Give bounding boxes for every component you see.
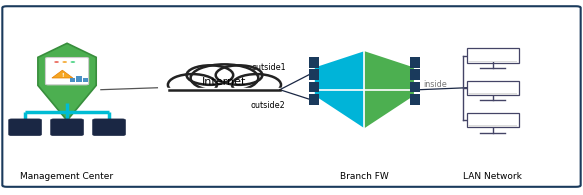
Bar [410, 94, 420, 105]
Text: !: ! [61, 73, 64, 78]
FancyBboxPatch shape [466, 113, 519, 127]
FancyBboxPatch shape [9, 119, 41, 136]
Bar [76, 76, 82, 82]
Ellipse shape [191, 64, 258, 92]
Polygon shape [315, 51, 364, 128]
Bar [468, 93, 518, 95]
Ellipse shape [187, 65, 233, 85]
Text: LAN Network: LAN Network [463, 172, 522, 181]
Bar [410, 82, 420, 92]
FancyBboxPatch shape [45, 58, 89, 85]
Bar [70, 78, 75, 82]
Bar [309, 94, 318, 105]
Circle shape [54, 61, 59, 63]
Bar [309, 57, 318, 68]
Text: Management Center: Management Center [20, 172, 114, 181]
Ellipse shape [216, 65, 262, 85]
FancyBboxPatch shape [466, 48, 519, 63]
Circle shape [62, 61, 67, 63]
Bar [309, 69, 318, 80]
Text: Branch FW: Branch FW [340, 172, 389, 181]
FancyBboxPatch shape [51, 119, 83, 136]
Text: inside: inside [423, 80, 447, 89]
Ellipse shape [168, 74, 217, 96]
Text: outside1: outside1 [251, 63, 286, 72]
Text: outside2: outside2 [251, 101, 286, 111]
Polygon shape [52, 70, 73, 78]
Text: Internet: Internet [202, 77, 247, 87]
FancyBboxPatch shape [93, 119, 125, 136]
FancyBboxPatch shape [2, 6, 581, 187]
Bar [309, 82, 318, 92]
Bar [468, 125, 518, 127]
Polygon shape [38, 43, 96, 121]
Polygon shape [364, 51, 414, 128]
Bar [410, 69, 420, 80]
Ellipse shape [232, 74, 281, 96]
Circle shape [71, 61, 75, 63]
Bar [468, 61, 518, 62]
Bar [410, 57, 420, 68]
FancyBboxPatch shape [466, 81, 519, 95]
Bar [83, 78, 88, 82]
